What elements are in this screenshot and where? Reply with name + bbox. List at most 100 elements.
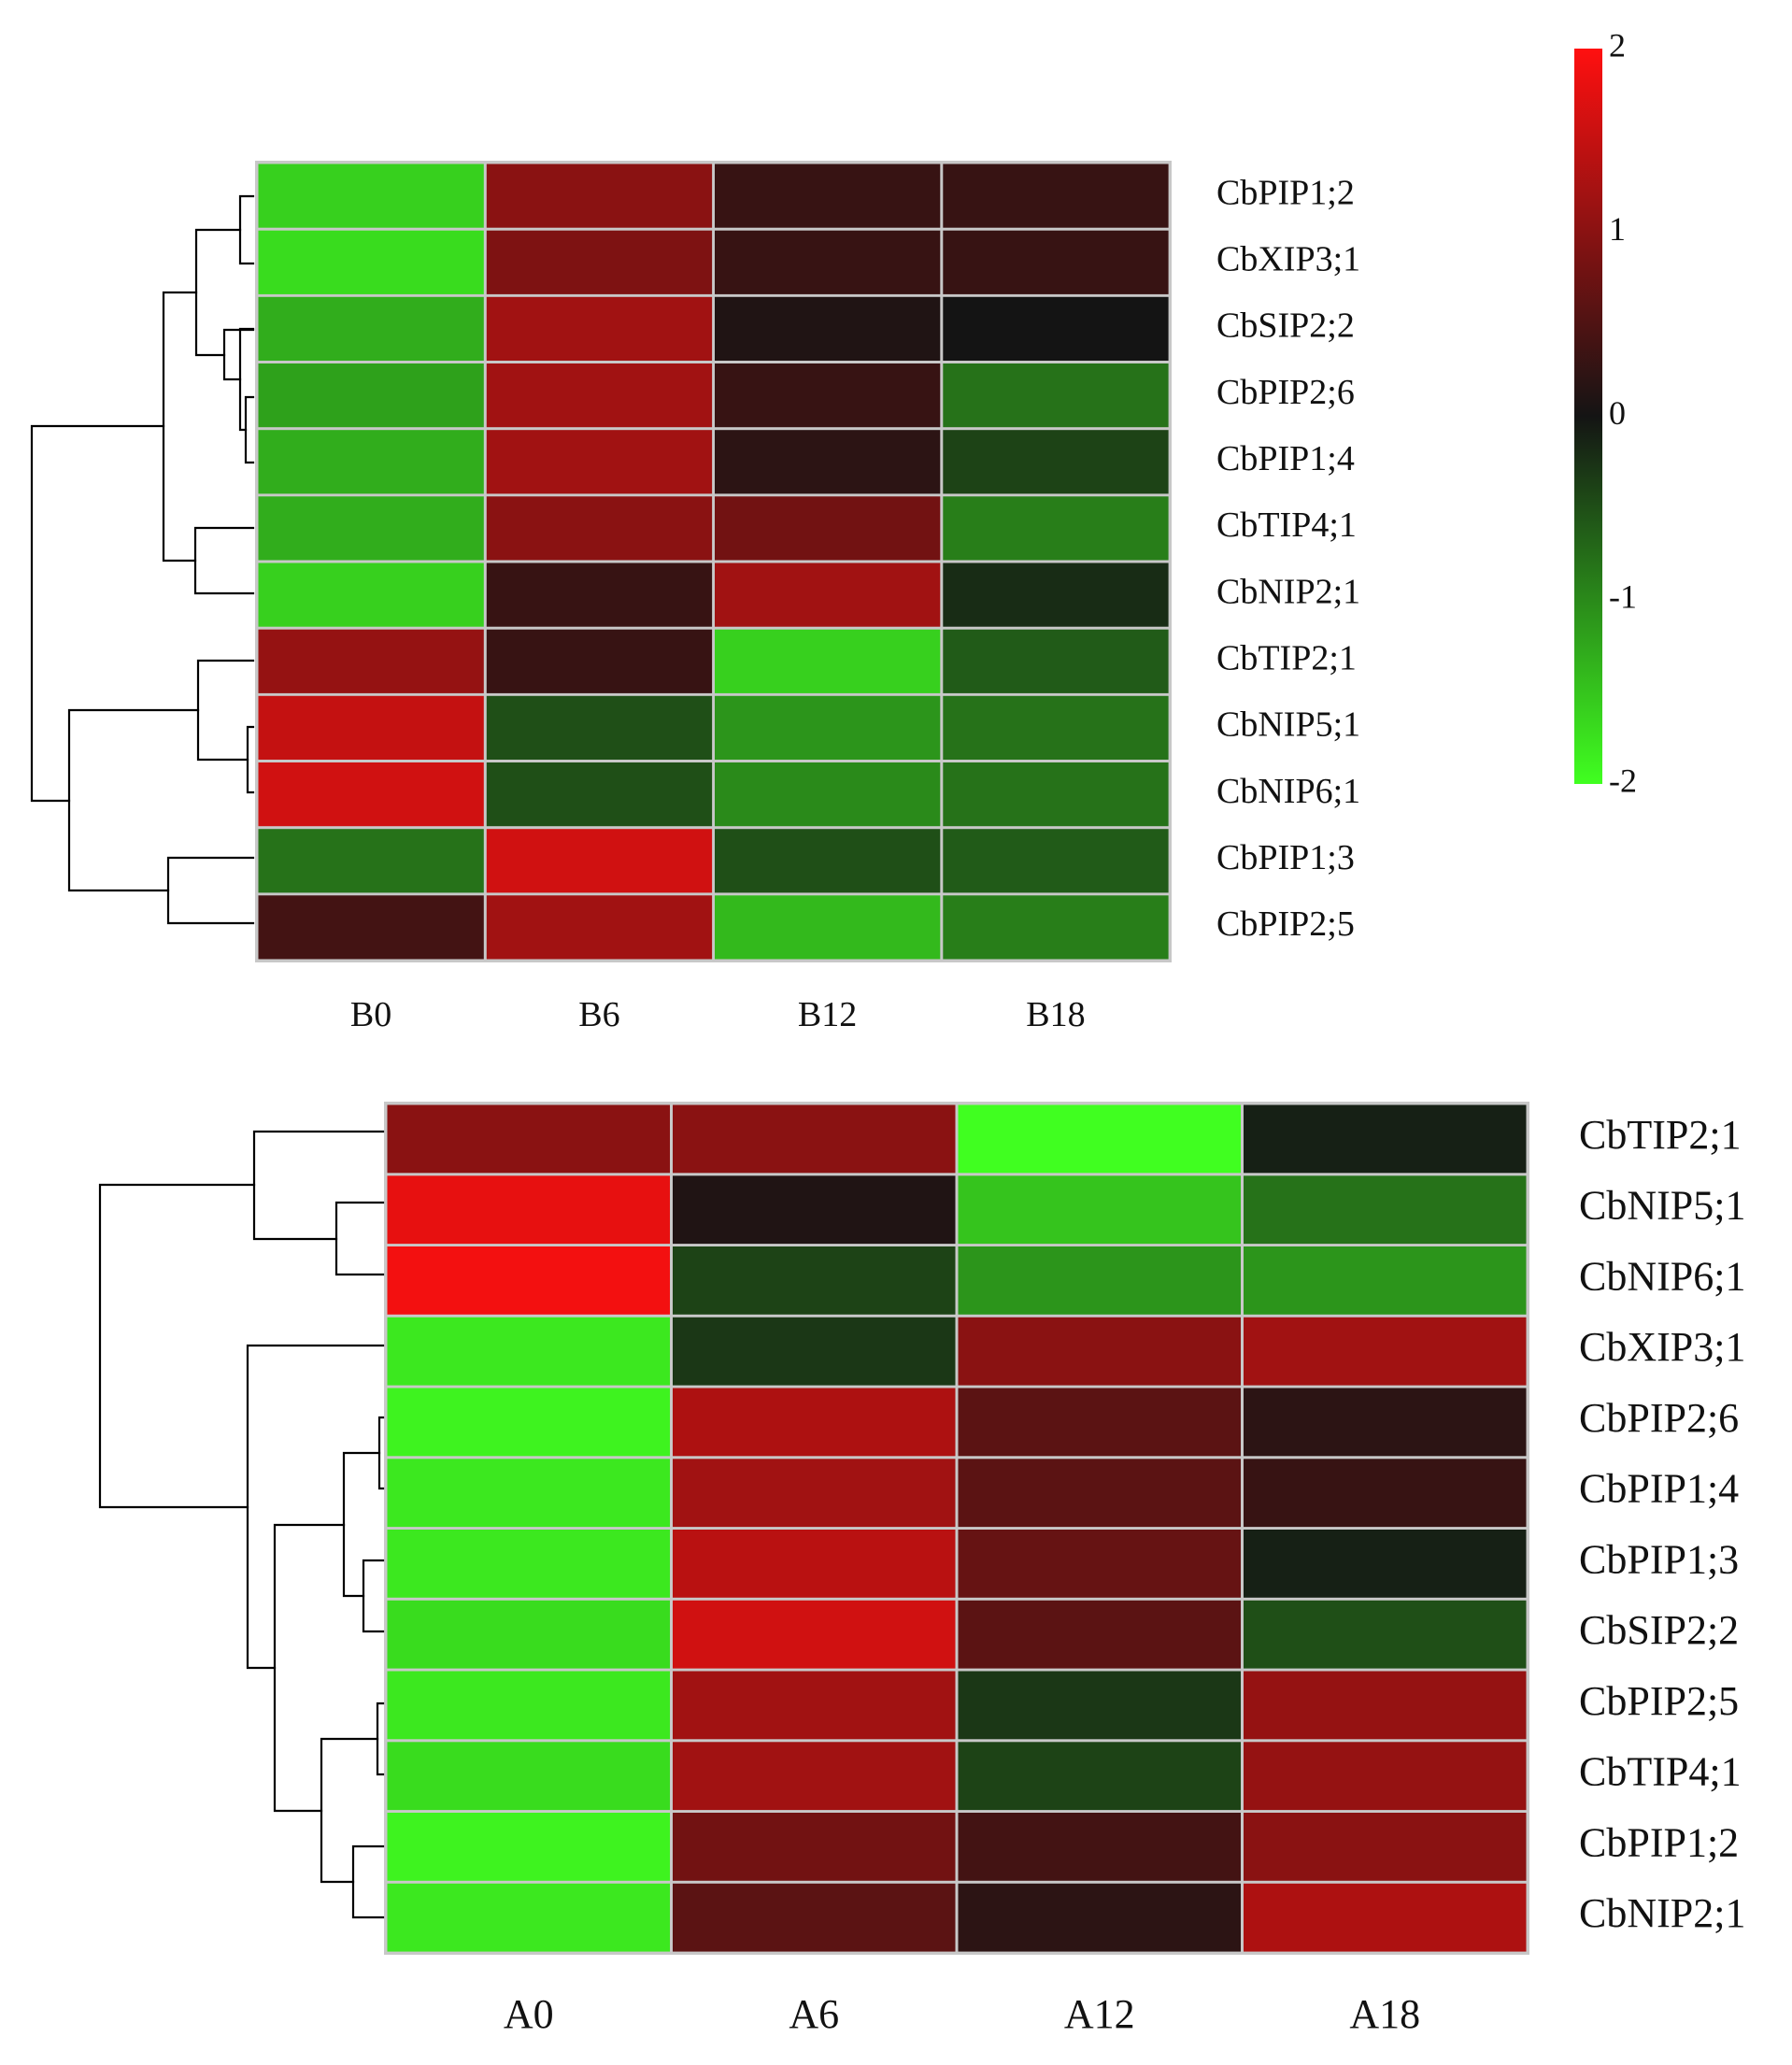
column-label: A6 [789,1991,839,2037]
heatmap-cell [943,762,1169,827]
row-label: CbPIP2;6 [1216,373,1355,412]
heatmap-cell [958,1883,1241,1952]
heatmap-cell [673,1317,956,1386]
heatmap-cell [387,1671,670,1740]
heatmap-cell [958,1175,1241,1245]
heatmap-cell [1244,1742,1527,1811]
heatmap-cell [943,230,1169,294]
heatmap-cell [943,363,1169,428]
heatmap-cell [943,496,1169,561]
heatmap-cell [258,496,484,561]
heatmap-cell [673,1175,956,1245]
heatmap-cell [387,1530,670,1598]
color-scale-tick-label: -1 [1609,578,1637,616]
row-label: CbPIP1;2 [1216,173,1355,212]
heatmap-cell [486,695,713,760]
heatmap-cell [958,1388,1241,1457]
heatmap-cell [715,762,941,827]
heatmap-cell [673,1246,956,1315]
heatmap-cell [486,895,713,960]
heatmap-cell [1244,1317,1527,1386]
row-label: CbTIP4;1 [1579,1749,1742,1795]
heatmap-cell [943,164,1169,228]
heatmap-frame [255,161,1172,962]
heatmap-cell [387,1175,670,1245]
heatmap-cell [1244,1388,1527,1457]
row-label: CbPIP1;2 [1579,1819,1739,1865]
heatmap-cell [943,296,1169,361]
heatmap-cell [673,1883,956,1952]
heatmap-cell [1244,1813,1527,1881]
row-label: CbTIP2;1 [1579,1112,1742,1158]
heatmap-cell [673,1671,956,1740]
row-label: CbNIP5;1 [1216,705,1360,745]
heatmap-cell [673,1388,956,1457]
heatmap-cell [258,230,484,294]
row-label: CbXIP3;1 [1216,240,1360,279]
row-label: CbXIP3;1 [1579,1324,1745,1370]
column-label: B18 [1026,995,1085,1034]
color-scale-ticks: 2 1 0 -1 -2 [1609,26,1637,799]
dendrogram-top [30,194,255,925]
heatmap-cell [486,762,713,827]
heatmap-cell [673,1459,956,1528]
row-label: CbPIP2;5 [1216,904,1355,944]
color-scale-bar [1574,49,1602,784]
row-label: CbPIP1;4 [1216,439,1355,478]
heatmap-cell [715,363,941,428]
heatmap-cell [958,1459,1241,1528]
heatmap-cell [258,563,484,627]
row-label: CbPIP2;6 [1579,1395,1739,1441]
heatmap-cell [387,1600,670,1669]
heatmap-cell [486,430,713,494]
heatmap-cell [387,1742,670,1811]
heatmap-cell [958,1530,1241,1598]
heatmap-cell [958,1813,1241,1881]
column-label: B0 [350,995,391,1034]
column-label: A0 [504,1991,554,2037]
heatmap-cell [715,296,941,361]
heatmap-cell [673,1813,956,1881]
heatmap-cell [673,1742,956,1811]
heatmap-cell [258,363,484,428]
heatmap-top: CbPIP1;2 CbXIP3;1 CbSIP2;2 CbPIP2;6 CbPIP1;4… [255,161,1360,1034]
color-scale-tick-label: 2 [1609,26,1626,64]
heatmap-bottom: CbTIP2;1 CbNIP5;1 CbNIP6;1 CbXIP3;1 CbPIP2;6… [384,1102,1745,2037]
heatmap-cell [1244,1175,1527,1245]
color-scale-tick-label: -2 [1609,762,1637,799]
heatmap-cell [387,1246,670,1315]
heatmap-cell [258,895,484,960]
heatmap-cell [958,1671,1241,1740]
heatmap-cell [486,296,713,361]
row-label: CbPIP1;4 [1579,1466,1739,1512]
heatmap-cell [715,695,941,760]
heatmap-cell [715,829,941,893]
heatmap-cell [943,563,1169,627]
color-scale-tick-label: 0 [1609,394,1626,432]
heatmap-cell [1244,1600,1527,1669]
heatmap-cell [387,1317,670,1386]
heatmap-cell [943,430,1169,494]
dendrogram-bottom [98,1130,385,1919]
heatmap-cell [387,1459,670,1528]
column-label: A18 [1349,1991,1420,2037]
heatmap-cell [486,230,713,294]
heatmap-cell [387,1883,670,1952]
row-label: CbNIP5;1 [1579,1183,1745,1229]
heatmap-cell [387,1388,670,1457]
row-label: CbTIP4;1 [1216,506,1357,545]
heatmap-cell [673,1600,956,1669]
heatmap-cell [387,1813,670,1881]
heatmap-cell [486,164,713,228]
heatmap-cell [673,1530,956,1598]
row-label: CbPIP2;5 [1579,1678,1739,1724]
heatmap-cell [486,629,713,693]
heatmap-cell [1244,1883,1527,1952]
heatmap-cell [486,496,713,561]
heatmap-cell [258,695,484,760]
heatmap-cell [1244,1459,1527,1528]
row-label: CbNIP6;1 [1579,1253,1745,1299]
heatmap-cell [1244,1104,1527,1174]
heatmap-cell [1244,1246,1527,1315]
